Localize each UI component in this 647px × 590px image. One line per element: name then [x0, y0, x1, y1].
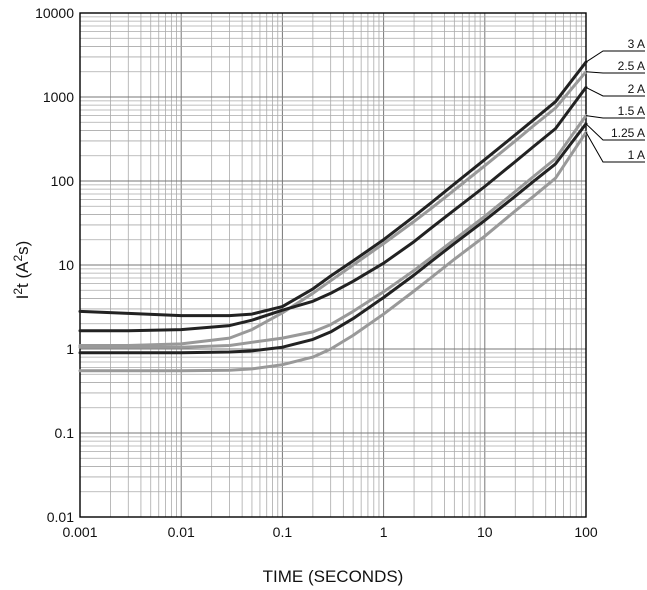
y-axis-label-i: I	[13, 295, 32, 300]
y-axis-label-end: s)	[13, 241, 32, 255]
legend-label: 2.5 A	[618, 59, 645, 73]
x-tick-label: 100	[574, 524, 598, 540]
grid	[79, 13, 586, 518]
series-line-1-5-a	[78, 114, 588, 349]
x-tick-label: 1	[380, 524, 388, 540]
x-axis-label: TIME (SECONDS)	[263, 567, 404, 586]
y-axis-label-sup2: 2	[11, 254, 25, 261]
x-tick-label: 0.001	[62, 524, 97, 540]
legend-label: 1 A	[628, 148, 645, 162]
y-tick-label: 100	[51, 173, 75, 189]
plot-frame	[79, 12, 587, 518]
legend-leader-line	[585, 115, 645, 119]
y-tick-label: 0.1	[55, 425, 75, 441]
legend-leader-line	[585, 71, 645, 74]
x-tick-labels: 0.001 0.01 0.1 1 10 100	[62, 524, 597, 540]
legend-leader-line	[585, 123, 645, 141]
series-line-3-a	[78, 60, 588, 318]
series-line-1-a	[78, 130, 588, 373]
y-tick-labels: 0.01 0.1 1 10 100 1000 10000	[35, 5, 74, 525]
legend-label: 3 A	[628, 37, 645, 51]
legend: 3 A 2.5 A 2 A 1.5 A 1.25 A 1 A	[585, 37, 645, 163]
y-tick-label: 0.01	[47, 509, 74, 525]
y-tick-label: 10000	[35, 5, 74, 21]
y-tick-label: 1	[66, 341, 74, 357]
y-tick-label: 10	[58, 257, 74, 273]
x-tick-label: 10	[477, 524, 493, 540]
x-tick-label: 0.01	[168, 524, 195, 540]
y-axis-label-sup1: 2	[11, 288, 25, 295]
legend-leader-line	[585, 50, 645, 63]
series-line-2-5-a	[78, 70, 588, 347]
x-tick-label: 0.1	[273, 524, 293, 540]
legend-leader-line	[585, 132, 645, 163]
series-lines	[78, 60, 588, 373]
legend-label: 1.25 A	[611, 126, 645, 140]
legend-leader-line	[585, 86, 645, 97]
y-axis-label: I2t (A2s)	[11, 241, 32, 300]
legend-label: 2 A	[628, 82, 645, 96]
series-line-1-25-a	[78, 122, 588, 355]
series-line-2-a	[78, 85, 588, 333]
y-tick-label: 1000	[43, 89, 74, 105]
legend-label: 1.5 A	[618, 104, 645, 118]
y-axis-label-mid: t (A	[13, 261, 32, 288]
